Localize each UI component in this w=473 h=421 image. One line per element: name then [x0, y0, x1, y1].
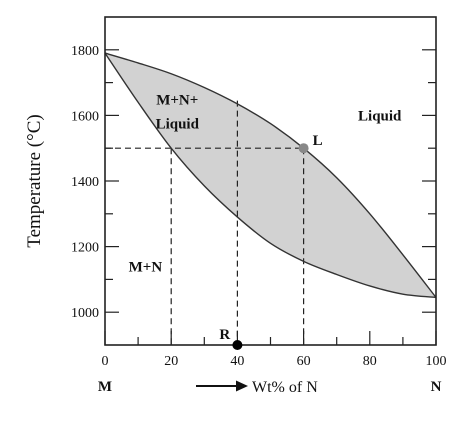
y-tick-label-1800: 1800	[71, 44, 99, 59]
region-label-m-n-liquid-line1: M+N+	[156, 92, 198, 108]
point-r-marker	[232, 340, 243, 350]
y-axis-ticks: 1000 1200 1400 1600 1800	[71, 44, 436, 321]
x-tick-label-80: 80	[363, 354, 377, 369]
y-tick-label-1000: 1000	[71, 306, 99, 321]
y-tick-label-1400: 1400	[71, 175, 99, 190]
x-end-label-m: M	[98, 379, 112, 395]
two-phase-region	[105, 53, 436, 298]
x-axis-ticks: 0 20 40 60 80 100	[102, 331, 447, 369]
x-tick-label-0: 0	[102, 354, 109, 369]
x-tick-label-60: 60	[297, 354, 311, 369]
point-l-marker	[298, 143, 309, 154]
x-tick-label-100: 100	[426, 354, 447, 369]
x-tick-label-20: 20	[164, 354, 178, 369]
region-label-liquid: Liquid	[358, 108, 402, 124]
x-end-label-n: N	[431, 379, 442, 395]
arrow-right-icon	[236, 380, 248, 392]
liquidus-curve	[104, 52, 437, 298]
point-r-label: R	[219, 327, 230, 343]
y-axis-title: Temperature (°C)	[24, 114, 45, 247]
region-label-m-n-liquid-line2: Liquid	[156, 116, 200, 132]
x-axis-title-group: Wt% of N	[196, 379, 318, 396]
x-axis-title: Wt% of N	[252, 379, 318, 396]
point-l-label: L	[313, 133, 323, 149]
y-tick-label-1600: 1600	[71, 109, 99, 124]
drop-lines	[170, 100, 305, 345]
region-label-m-n: M+N	[129, 259, 163, 275]
x-tick-label-40: 40	[230, 354, 244, 369]
solidus-curve	[104, 52, 437, 299]
y-tick-label-1200: 1200	[71, 241, 99, 256]
